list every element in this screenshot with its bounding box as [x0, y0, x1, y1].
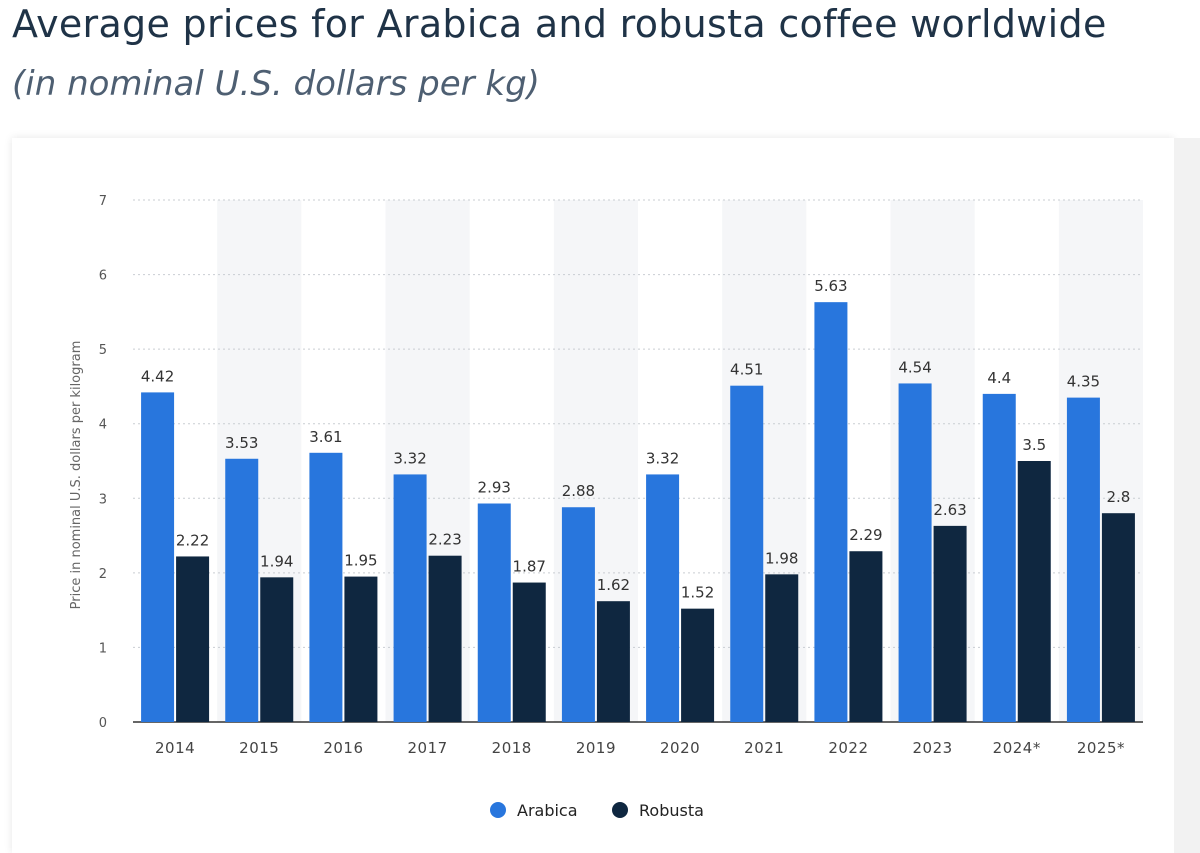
chart-subtitle: (in nominal U.S. dollars per kg) [12, 64, 540, 104]
x-tick-label: 2016 [323, 739, 363, 757]
data-label-robusta: 2.8 [1106, 488, 1130, 506]
page-right-edge [1174, 138, 1200, 853]
data-label-robusta: 2.63 [933, 501, 966, 519]
data-label-robusta: 1.94 [260, 552, 293, 570]
data-label-robusta: 1.98 [765, 549, 798, 567]
bar-robusta [596, 601, 630, 722]
x-tick-label: 2023 [912, 739, 952, 757]
bar-robusta [681, 608, 715, 722]
bar-arabica [814, 302, 848, 722]
legend-robusta-label: Robusta [639, 801, 704, 820]
data-label-robusta: 2.22 [176, 531, 209, 549]
y-tick-label: 4 [99, 418, 107, 433]
bar-arabica [225, 458, 259, 722]
chart-title: Average prices for Arabica and robusta c… [12, 2, 1107, 46]
data-label-robusta: 1.87 [513, 558, 546, 576]
bar-arabica [1066, 397, 1100, 722]
data-label-arabica: 3.53 [225, 434, 258, 452]
bar-arabica [477, 503, 511, 722]
data-label-robusta: 2.29 [849, 526, 882, 544]
legend-robusta-marker [612, 802, 628, 818]
legend-arabica-label: Arabica [517, 801, 578, 820]
x-tick-label: 2019 [576, 739, 616, 757]
data-label-arabica: 4.51 [730, 361, 763, 379]
data-label-robusta: 2.23 [428, 531, 461, 549]
data-label-arabica: 2.88 [562, 482, 595, 500]
bar-robusta [933, 525, 967, 722]
data-label-arabica: 3.32 [646, 449, 679, 467]
y-tick-label: 6 [99, 269, 107, 284]
bar-robusta [849, 551, 883, 722]
y-axis-label: Price in nominal U.S. dollars per kilogr… [69, 341, 84, 610]
x-tick-label: 2014 [155, 739, 195, 757]
data-label-arabica: 4.42 [141, 367, 174, 385]
x-tick-label: 2015 [239, 739, 279, 757]
data-label-arabica: 4.35 [1067, 373, 1100, 391]
y-tick-label: 5 [99, 343, 107, 358]
bar-robusta [512, 582, 546, 722]
data-label-arabica: 4.4 [987, 369, 1011, 387]
data-label-arabica: 3.61 [309, 428, 342, 446]
data-label-robusta: 1.52 [681, 584, 714, 602]
bar-arabica [393, 474, 427, 722]
x-tick-label: 2018 [492, 739, 532, 757]
bar-arabica [561, 507, 595, 722]
bar-arabica [309, 452, 343, 722]
data-label-arabica: 5.63 [814, 277, 847, 295]
legend-arabica-marker [490, 802, 506, 818]
x-tick-label: 2024* [993, 739, 1041, 757]
bar-robusta [176, 556, 210, 722]
data-label-robusta: 3.5 [1022, 436, 1046, 454]
bar-arabica [730, 385, 764, 722]
bar-robusta [1017, 461, 1051, 722]
x-tick-label: 2022 [828, 739, 868, 757]
bar-robusta [260, 577, 294, 722]
data-label-robusta: 1.62 [597, 576, 630, 594]
bar-robusta [428, 555, 462, 722]
bar-arabica [646, 474, 680, 722]
bar-robusta [1101, 513, 1135, 722]
y-tick-label: 2 [99, 567, 107, 582]
bar-robusta [344, 576, 378, 722]
data-label-arabica: 4.54 [898, 358, 931, 376]
bar-arabica [982, 393, 1016, 722]
y-tick-label: 1 [99, 641, 107, 656]
x-tick-label: 2021 [744, 739, 784, 757]
y-tick-label: 0 [99, 716, 107, 731]
bar-arabica [898, 383, 932, 722]
data-label-robusta: 1.95 [344, 552, 377, 570]
y-tick-label: 3 [99, 492, 107, 507]
bar-robusta [765, 574, 799, 722]
bar-arabica [141, 392, 175, 722]
x-tick-label: 2020 [660, 739, 700, 757]
data-label-arabica: 2.93 [478, 479, 511, 497]
x-tick-label: 2025* [1077, 739, 1125, 757]
y-tick-label: 7 [99, 194, 107, 209]
x-tick-label: 2017 [407, 739, 447, 757]
data-label-arabica: 3.32 [393, 449, 426, 467]
